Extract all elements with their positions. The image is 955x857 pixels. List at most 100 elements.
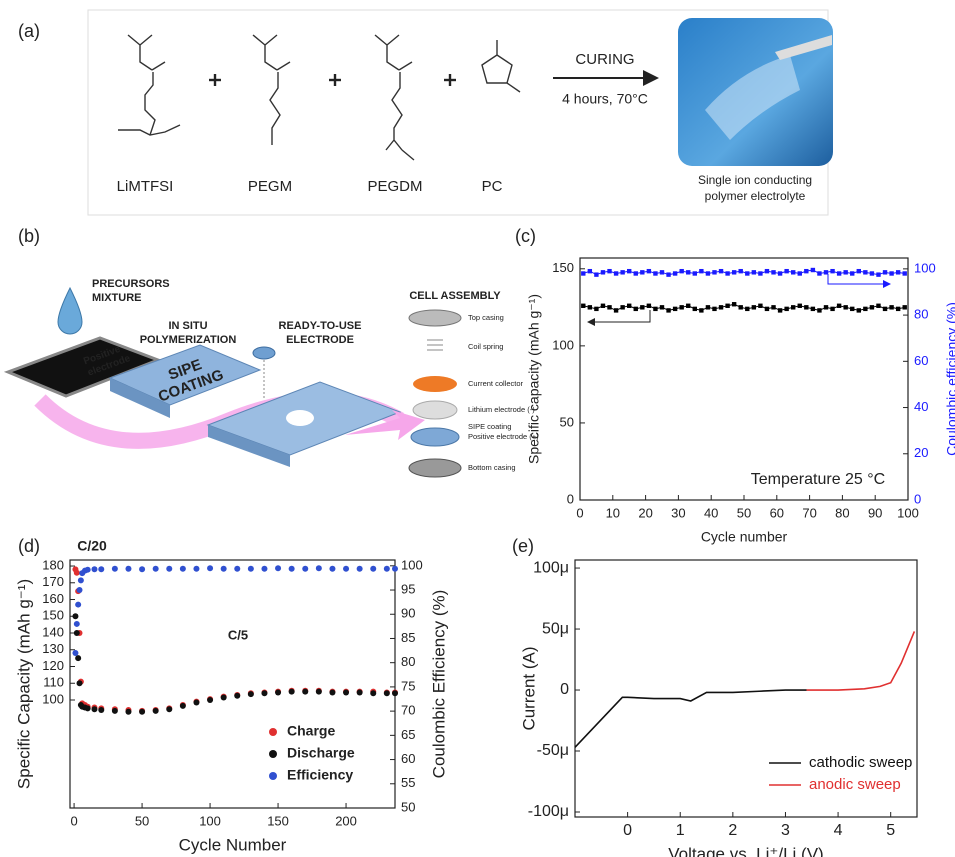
data-point <box>607 305 611 309</box>
tick-label: 95 <box>401 581 415 596</box>
tick-label: 40 <box>914 399 928 414</box>
tick-label: 60 <box>770 505 784 520</box>
data-point <box>357 689 363 695</box>
data-point <box>384 690 390 696</box>
data-point <box>112 566 118 572</box>
annotation: C/20 <box>77 538 107 554</box>
panel-label: (a) <box>18 21 40 41</box>
tick-label: 60 <box>401 751 415 766</box>
data-point <box>640 305 644 309</box>
process-label: CURING <box>575 51 634 68</box>
data-point <box>660 270 664 274</box>
data-point <box>302 689 308 695</box>
data-point <box>876 272 880 276</box>
data-point <box>74 570 80 576</box>
data-point <box>830 269 834 273</box>
data-point <box>78 577 84 583</box>
y-axis-label: Specific capacity (mAh g⁻¹) <box>526 294 542 464</box>
data-point <box>778 308 782 312</box>
data-point <box>863 307 867 311</box>
data-point <box>634 271 638 275</box>
data-point <box>903 305 907 309</box>
tick-label: 70 <box>802 505 816 520</box>
tick-label: 80 <box>401 654 415 669</box>
data-point <box>745 307 749 311</box>
tick-label: 80 <box>835 505 849 520</box>
tick-label: 0 <box>567 491 574 506</box>
data-point <box>686 270 690 274</box>
data-point <box>870 271 874 275</box>
legend-marker <box>269 728 277 736</box>
plot-frame <box>580 258 908 500</box>
data-point <box>725 271 729 275</box>
data-point <box>193 566 199 572</box>
component-label: SIPE coating <box>468 422 511 431</box>
monomer-label: PEGDM <box>367 178 422 195</box>
product-label: polymer electrolyte <box>705 189 806 203</box>
tick-label: 50 <box>560 414 574 429</box>
data-point <box>863 270 867 274</box>
x-axis-label: Voltage vs. Li⁺/Li (V) <box>668 844 823 857</box>
data-point <box>180 566 186 572</box>
tick-label: 200 <box>335 813 357 828</box>
data-point <box>830 307 834 311</box>
tick-label: 2 <box>728 822 737 839</box>
data-point <box>824 270 828 274</box>
tick-label: 120 <box>42 658 64 673</box>
data-point <box>261 566 267 572</box>
data-point <box>594 272 598 276</box>
data-point <box>771 305 775 309</box>
tick-label: 110 <box>43 675 64 690</box>
tick-label: 40 <box>704 505 718 520</box>
figure: (a)(b)(c)(d)(e)LiMTFSIPEGMPEGDMPCCURING4… <box>0 0 955 857</box>
data-point <box>620 305 624 309</box>
data-point <box>72 613 78 619</box>
data-point <box>357 566 363 572</box>
data-point <box>732 270 736 274</box>
data-point <box>207 565 213 571</box>
tick-label: 100 <box>552 337 574 352</box>
data-point <box>850 271 854 275</box>
tick-label: 50 <box>737 505 751 520</box>
tick-label: 150 <box>267 813 289 828</box>
data-point <box>166 706 172 712</box>
data-point <box>153 566 159 572</box>
tick-label: 20 <box>638 505 652 520</box>
tick-label: 30 <box>671 505 685 520</box>
data-point <box>74 621 80 627</box>
data-point <box>588 269 592 273</box>
data-point <box>85 705 91 711</box>
data-point <box>139 709 145 715</box>
data-point <box>601 270 605 274</box>
tick-label: 80 <box>914 307 928 322</box>
data-point <box>857 308 861 312</box>
data-point <box>329 566 335 572</box>
data-point <box>370 566 376 572</box>
data-point <box>771 270 775 274</box>
tick-label: 0 <box>560 681 569 698</box>
data-point <box>660 305 664 309</box>
schematic-label: READY-TO-USE <box>279 320 362 332</box>
schematic-label: CELL ASSEMBLY <box>409 290 501 302</box>
tick-label: 100 <box>897 505 919 520</box>
legend-label: Efficiency <box>287 767 353 783</box>
monomer-label: LiMTFSI <box>117 178 174 195</box>
data-point <box>607 269 611 273</box>
tick-label: 50μ <box>542 620 569 637</box>
y-axis-label: Specific Capacity (mAh g⁻¹) <box>14 579 33 789</box>
data-point <box>791 270 795 274</box>
product-label: Single ion conducting <box>698 173 812 187</box>
tick-label: 100 <box>42 691 64 706</box>
legend-label: Charge <box>287 723 335 739</box>
tick-label: 1 <box>676 822 685 839</box>
data-point <box>857 269 861 273</box>
data-point <box>588 305 592 309</box>
data-point <box>666 272 670 276</box>
legend-label: cathodic sweep <box>809 754 912 771</box>
tick-label: 55 <box>401 775 415 790</box>
data-point <box>98 707 104 713</box>
data-point <box>666 308 670 312</box>
tick-label: 150 <box>552 260 574 275</box>
tick-label: 0 <box>576 505 583 520</box>
tick-label: 65 <box>401 727 415 742</box>
